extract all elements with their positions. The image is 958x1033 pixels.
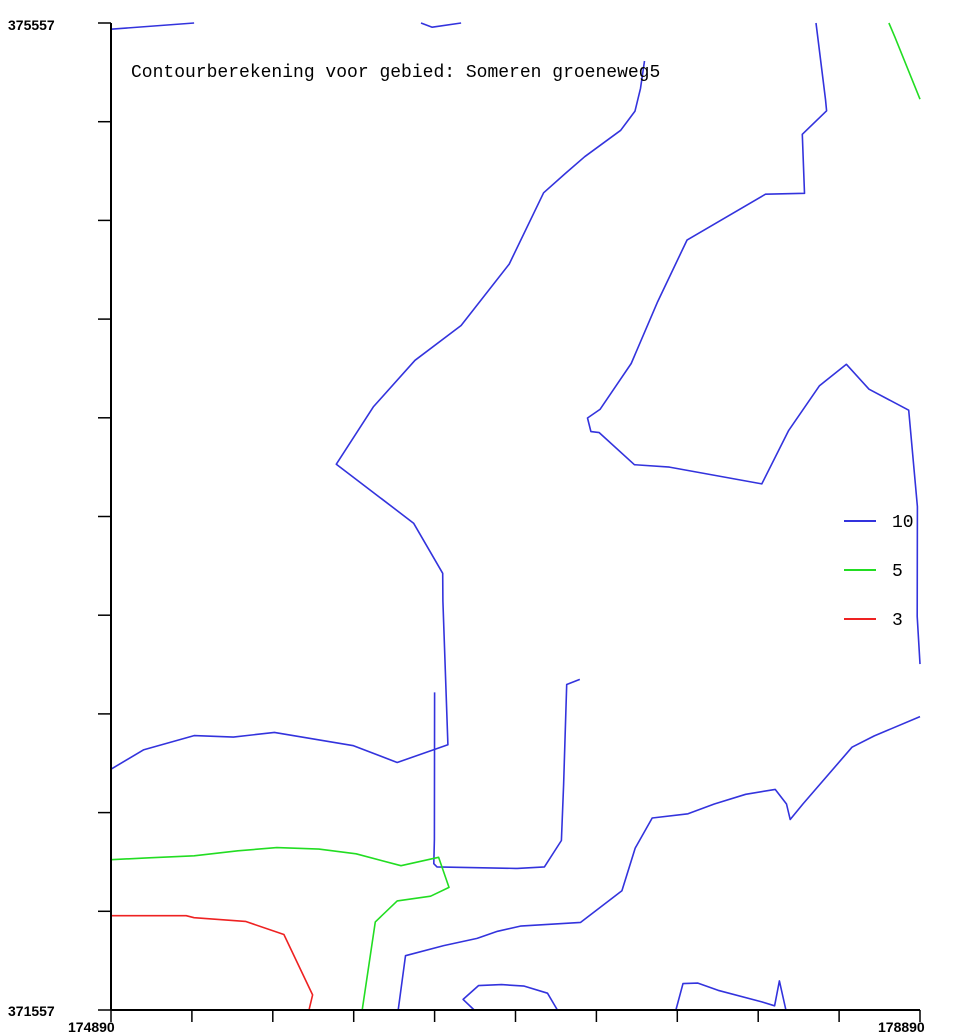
- contour-line-5: [110, 846, 450, 1011]
- y-tick-label-bottom: 371557: [8, 1003, 55, 1019]
- y-tick-label-top: 375557: [8, 17, 55, 33]
- contour-line-10: [462, 983, 559, 1011]
- contour-line-10: [397, 715, 921, 1011]
- contour-line-10: [586, 22, 921, 665]
- contour-line-10: [110, 22, 195, 30]
- x-ticks: [110, 1010, 921, 1022]
- x-tick-label-right: 178890: [878, 1019, 925, 1033]
- legend-label-10: 10: [892, 513, 914, 533]
- legend: 10 5 3: [844, 513, 914, 631]
- y-ticks: [98, 22, 111, 1011]
- chart-title: Contourberekening voor gebied: Someren g…: [131, 63, 660, 83]
- axes: [98, 22, 921, 1022]
- contour-line-10: [432, 678, 581, 870]
- contour-line-5: [888, 22, 921, 100]
- contour-line-3: [111, 914, 314, 1011]
- legend-label-3: 3: [892, 611, 903, 631]
- x-tick-label-left: 174890: [68, 1019, 115, 1033]
- legend-label-5: 5: [892, 562, 903, 582]
- contour-line-10: [110, 60, 646, 770]
- contour-line-10: [675, 980, 787, 1011]
- contour-line-10: [420, 22, 462, 29]
- contour-lines: [110, 22, 921, 1011]
